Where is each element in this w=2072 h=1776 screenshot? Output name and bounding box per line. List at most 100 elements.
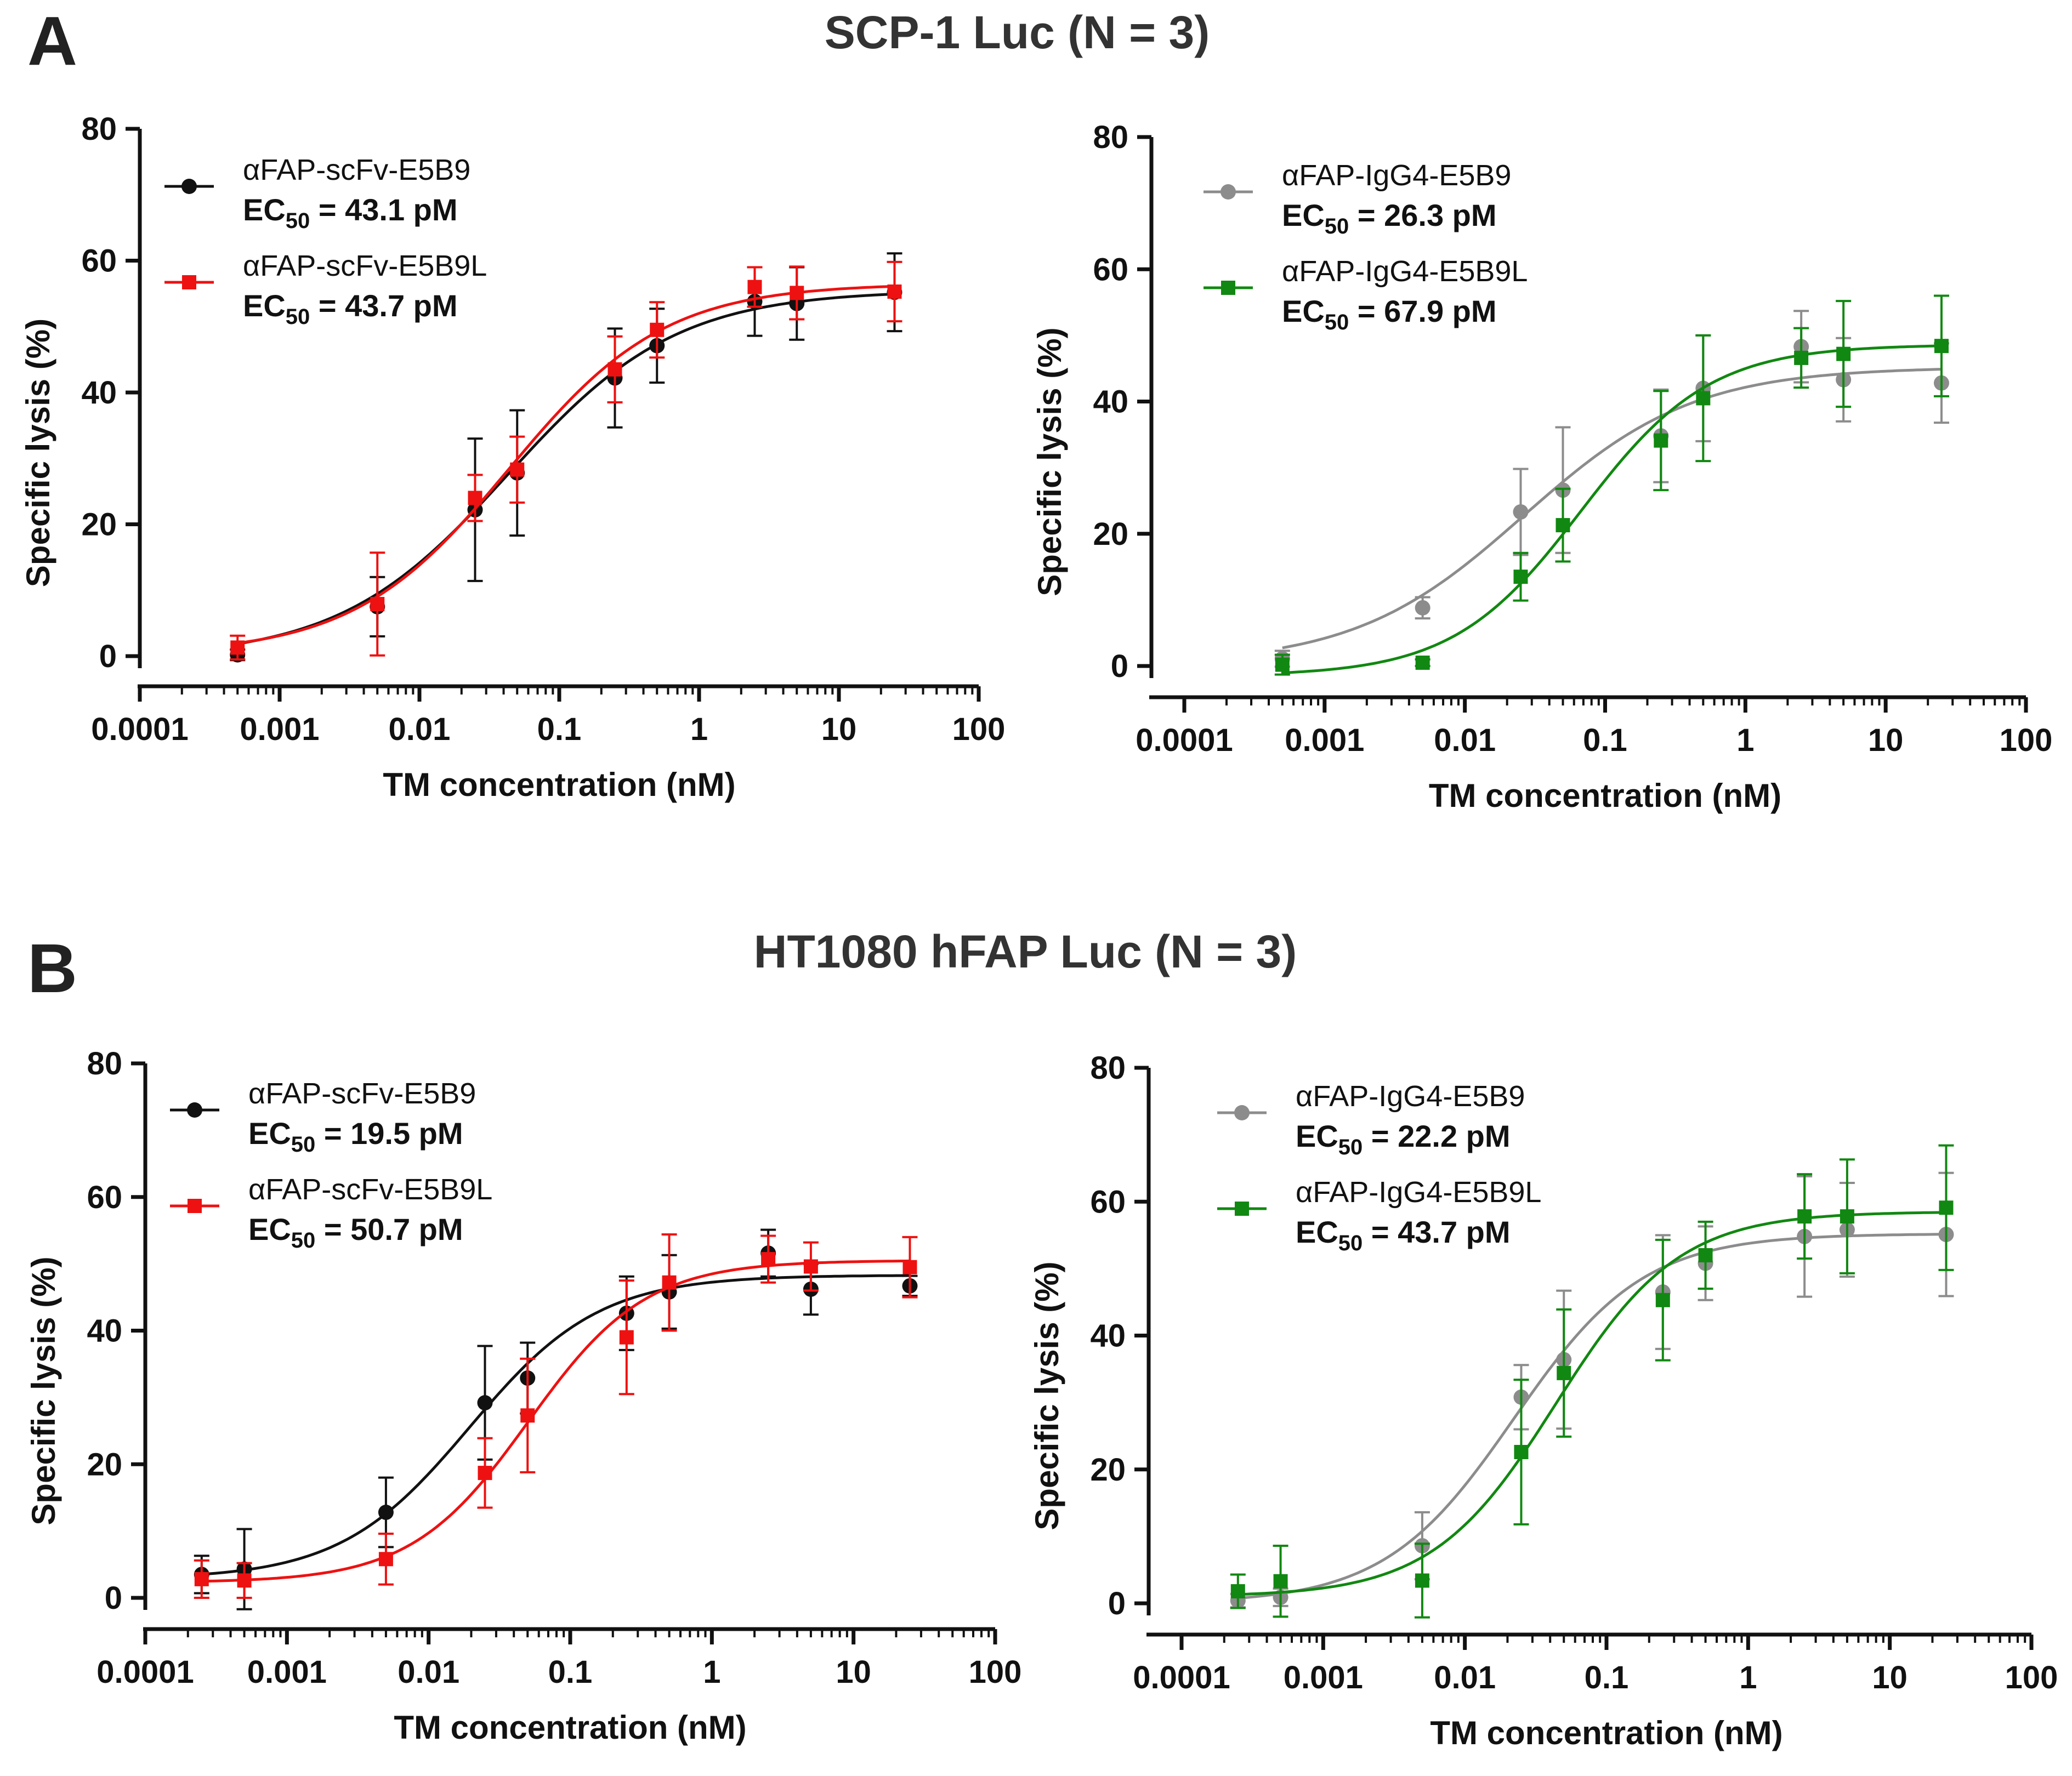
data-point [902,1260,917,1274]
data-point [747,280,762,294]
legend-marker [187,1102,202,1118]
ec50-subscript: 50 [286,209,310,233]
legend-ec50: EC50 = 67.9 pM [1282,294,1497,334]
ec50-value: = 43.7 pM [310,288,457,323]
y-axis-label: Specific lysis (%) [20,318,56,587]
x-tick-label: 0.1 [1583,722,1627,758]
data-point [887,284,902,299]
fit-curve [237,292,895,645]
x-tick-label: 0.001 [1284,1660,1363,1695]
x-tick-label: 100 [969,1654,1022,1690]
y-tick-label: 40 [1090,1318,1126,1354]
y-tick-label: 60 [1090,1184,1126,1220]
ec50-label: EC [243,288,286,323]
x-tick-label: 1 [1739,1660,1757,1695]
x-tick-label: 0.0001 [91,711,188,747]
y-tick-label: 60 [81,243,117,279]
data-point [477,1395,493,1411]
data-point [1275,657,1290,672]
data-point [1415,1573,1429,1588]
x-tick-label: 100 [952,711,1006,747]
data-point [370,597,385,612]
series-squares: αFAP-IgG4-E5B9L EC50 = 43.7 pM [1217,1144,1954,1619]
x-tick-label: 0.001 [247,1654,327,1690]
x-axis-label: TM concentration (nM) [394,1709,746,1746]
y-tick-label: 20 [87,1447,122,1482]
data-point [1836,346,1851,361]
ec50-label: EC [1296,1119,1338,1153]
legend-ec50: EC50 = 50.7 pM [248,1212,463,1253]
legend-marker [1221,184,1236,200]
ec50-label: EC [1282,294,1325,328]
data-point [790,286,804,300]
y-tick-label: 20 [81,507,117,543]
ec50-label: EC [1296,1215,1338,1249]
legend-ec50: EC50 = 19.5 pM [248,1116,463,1157]
fit-curve [201,1274,910,1576]
y-tick-label: 60 [87,1180,122,1215]
legend-marker [1235,1202,1249,1216]
x-tick-label: 10 [836,1654,871,1690]
y-tick-label: 0 [99,639,117,674]
data-point [1513,504,1529,520]
data-point [478,1466,492,1481]
legend-series-name: αFAP-scFv-E5B9 [243,153,470,186]
x-tick-label: 0.0001 [96,1654,194,1690]
x-tick-label: 1 [1736,722,1754,758]
ec50-value: = 67.9 pM [1349,294,1496,328]
data-point [1696,391,1711,406]
legend-marker [182,275,196,289]
data-point [230,640,245,655]
ec50-label: EC [243,192,286,227]
fit-curve [1282,368,1942,650]
ec50-label: EC [1282,198,1325,232]
legend-series-name: αFAP-IgG4-E5B9 [1282,159,1511,192]
x-tick-label: 0.1 [548,1654,593,1690]
ec50-value: = 19.5 pM [315,1116,463,1151]
y-tick-label: 0 [1111,648,1128,684]
legend-ec50: EC50 = 22.2 pM [1296,1119,1511,1159]
series-squares: αFAP-scFv-E5B9L EC50 = 50.7 pM [170,1173,918,1599]
data-point [1556,518,1570,533]
data-point [1797,1209,1812,1224]
data-point [608,362,622,377]
x-tick-label: 0.1 [1585,1660,1629,1695]
x-tick-label: 10 [821,711,857,747]
x-tick-label: 0.001 [1285,722,1364,758]
data-point [237,1573,252,1588]
data-point [378,1505,394,1520]
y-tick-label: 80 [87,1046,122,1081]
ec50-subscript: 50 [291,1132,316,1157]
ec50-value: = 43.7 pM [1363,1215,1510,1249]
y-axis-label: Specific lysis (%) [1029,1261,1065,1530]
series-squares: αFAP-IgG4-E5B9L EC50 = 67.9 pM [1204,255,1949,676]
legend-marker [181,179,197,194]
data-point [803,1259,818,1274]
fit-curve [1282,344,1942,674]
y-axis-label: Specific lysis (%) [1031,327,1068,596]
x-tick-label: 0.0001 [1136,722,1233,758]
data-point [520,1408,535,1423]
x-tick-label: 0.001 [240,711,319,747]
data-point [761,1252,776,1267]
x-tick-label: 100 [2000,722,2053,758]
ec50-label: EC [248,1116,291,1151]
fit-curve [1237,1211,1946,1596]
panel-letter-b: B [27,930,77,1007]
legend-series-name: αFAP-IgG4-E5B9L [1296,1176,1541,1209]
x-tick-label: 0.0001 [1133,1660,1230,1695]
x-tick-label: 10 [1872,1660,1908,1695]
legend-ec50: EC50 = 26.3 pM [1282,198,1497,238]
ec50-subscript: 50 [1325,214,1349,238]
ec50-value: = 43.1 pM [310,192,457,227]
data-point [510,462,525,477]
data-point [1513,570,1528,584]
data-point [1840,1209,1854,1224]
chart-scp1-scfv: 0 20 40 60 80 0.0001 0.001 0.01 0.1 1 10 100 TM conc… [20,111,1005,803]
data-point [1273,1574,1288,1589]
data-point [1514,1444,1529,1459]
y-tick-label: 40 [87,1313,122,1349]
ec50-value: = 26.3 pM [1349,198,1496,232]
